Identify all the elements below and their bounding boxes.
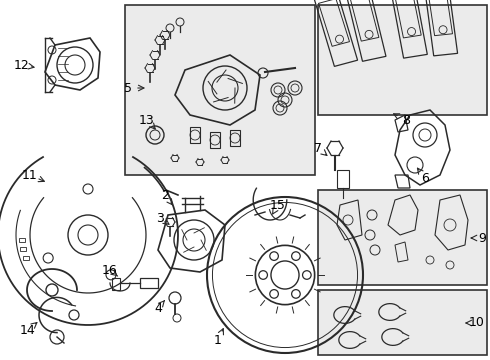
Text: 13: 13 xyxy=(139,113,155,126)
Bar xyxy=(210,132,220,148)
Bar xyxy=(125,5,315,175)
Text: 10: 10 xyxy=(469,316,485,329)
Text: 4: 4 xyxy=(154,302,162,315)
Text: 16: 16 xyxy=(102,264,118,276)
Text: 6: 6 xyxy=(421,171,429,185)
Bar xyxy=(19,238,25,242)
Bar xyxy=(21,247,26,251)
Bar xyxy=(23,256,29,260)
Bar xyxy=(190,127,200,143)
Text: 5: 5 xyxy=(124,81,132,95)
Text: 12: 12 xyxy=(14,59,30,72)
Bar xyxy=(318,5,487,115)
Bar xyxy=(318,290,487,355)
Bar xyxy=(140,278,158,288)
Text: 3: 3 xyxy=(156,212,164,225)
Text: 2: 2 xyxy=(161,189,169,202)
Text: 7: 7 xyxy=(314,141,322,154)
Bar xyxy=(337,170,349,188)
Text: 15: 15 xyxy=(270,198,286,212)
Text: 14: 14 xyxy=(20,324,36,337)
Text: 8: 8 xyxy=(402,113,410,126)
Text: 11: 11 xyxy=(22,168,38,181)
Text: 1: 1 xyxy=(214,333,222,346)
Bar xyxy=(318,190,487,285)
Bar xyxy=(112,278,120,290)
Text: 9: 9 xyxy=(478,231,486,244)
Bar xyxy=(230,130,240,146)
